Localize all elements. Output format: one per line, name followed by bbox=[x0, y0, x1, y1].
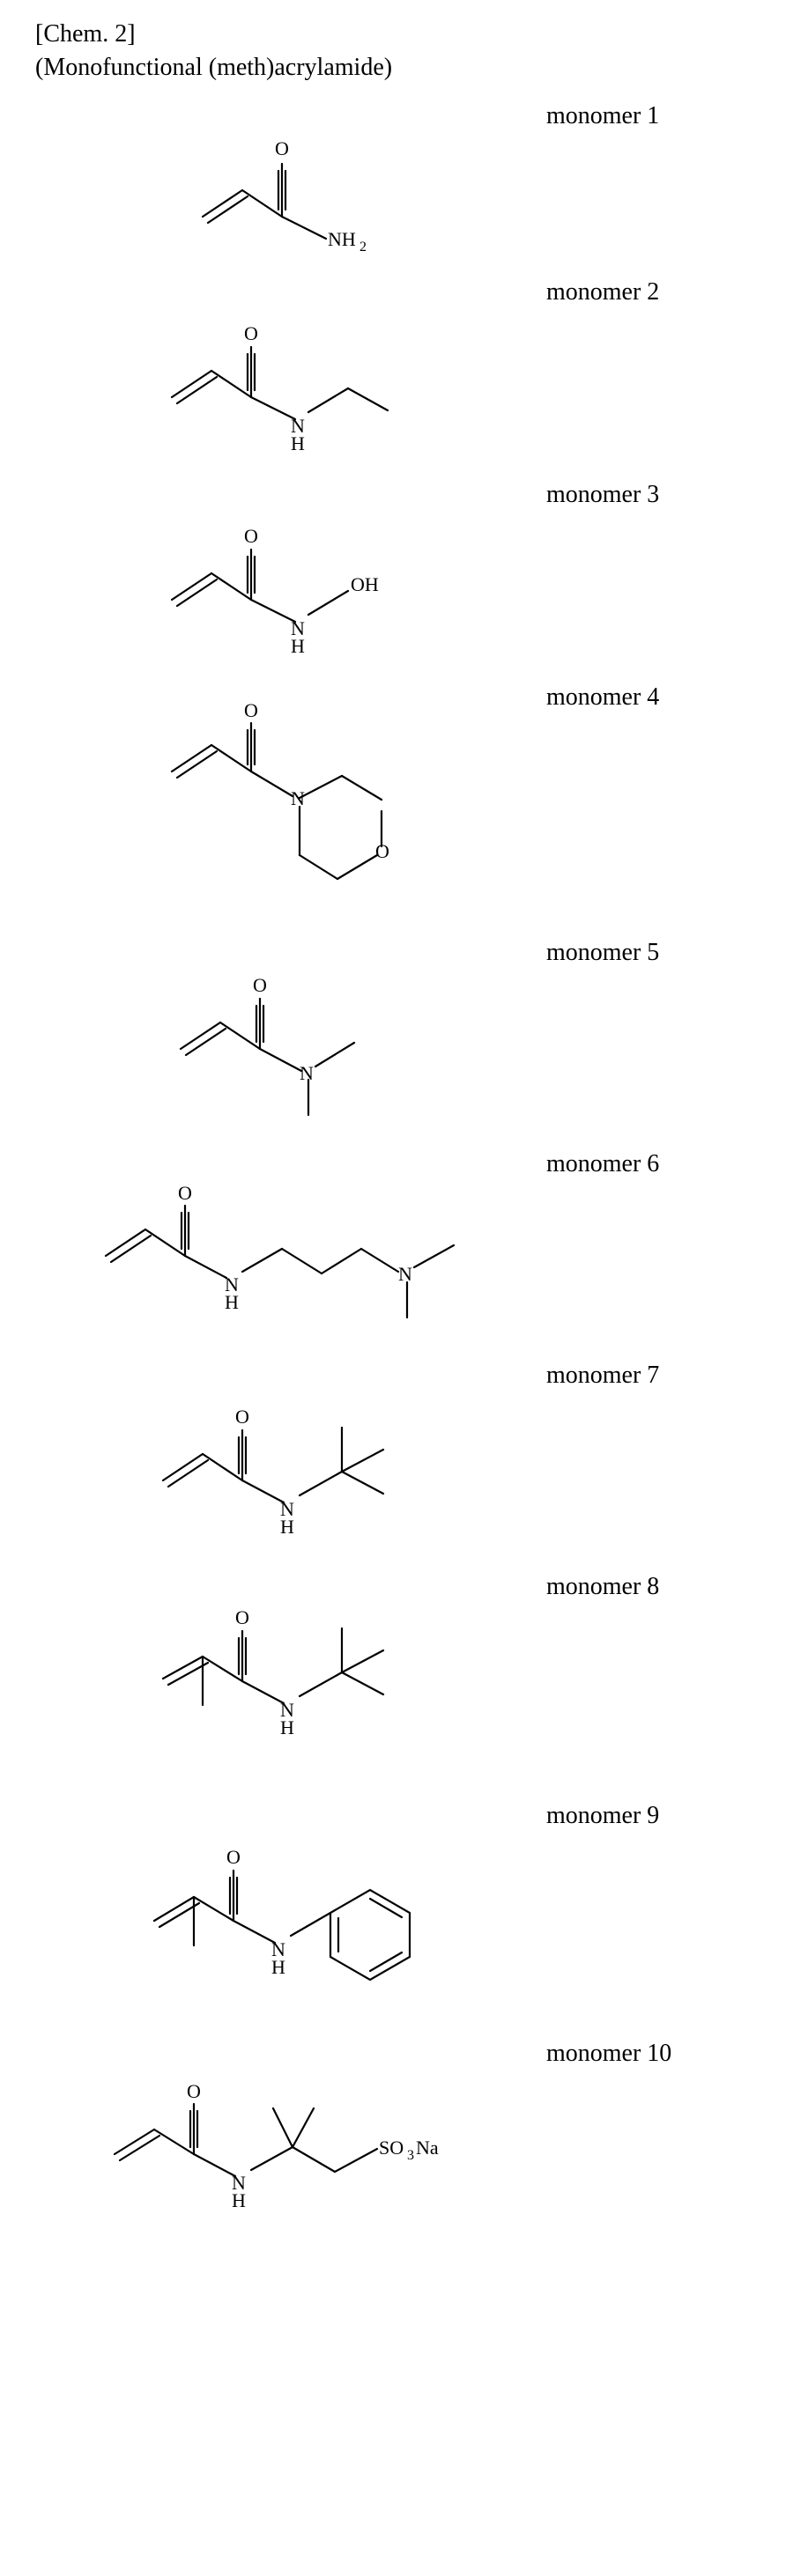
structure-5: O N bbox=[35, 939, 546, 1124]
monomer-label-1: monomer 1 bbox=[546, 102, 758, 130]
monomer-row-8: O N H monomer 8 bbox=[35, 1573, 758, 1775]
svg-text:OH: OH bbox=[351, 573, 379, 595]
structure-4: O N O bbox=[35, 683, 546, 912]
structure-8: O N H bbox=[35, 1573, 546, 1775]
monomer-label-6: monomer 6 bbox=[546, 1150, 758, 1178]
structure-6: O N H N bbox=[35, 1150, 546, 1335]
svg-text:2: 2 bbox=[359, 240, 367, 252]
svg-text:NH: NH bbox=[328, 228, 356, 250]
svg-text:O: O bbox=[235, 1606, 249, 1628]
svg-text:Na: Na bbox=[416, 2137, 439, 2159]
svg-text:H: H bbox=[280, 1516, 294, 1538]
svg-text:SO: SO bbox=[379, 2137, 404, 2159]
svg-text:3: 3 bbox=[407, 2148, 414, 2163]
chem-tag: [Chem. 2] bbox=[35, 18, 758, 51]
monomer-label-5: monomer 5 bbox=[546, 939, 758, 967]
svg-text:O: O bbox=[253, 974, 267, 996]
header: [Chem. 2] (Monofunctional (meth)acrylami… bbox=[35, 18, 758, 85]
structure-2: O N H bbox=[35, 278, 546, 454]
structure-7: O N H bbox=[35, 1362, 546, 1546]
svg-text:H: H bbox=[271, 1956, 285, 1978]
svg-text:H: H bbox=[291, 432, 305, 454]
svg-text:O: O bbox=[375, 840, 389, 862]
svg-text:O: O bbox=[244, 699, 258, 721]
page: [Chem. 2] (Monofunctional (meth)acrylami… bbox=[0, 0, 793, 2277]
group-name: (Monofunctional (meth)acrylamide) bbox=[35, 51, 758, 85]
svg-text:O: O bbox=[226, 1846, 241, 1868]
monomer-label-8: monomer 8 bbox=[546, 1573, 758, 1601]
monomer-row-7: O N H monomer 7 bbox=[35, 1362, 758, 1546]
structure-9: O N H bbox=[35, 1802, 546, 2013]
svg-text:N: N bbox=[300, 1062, 314, 1084]
svg-text:O: O bbox=[235, 1406, 249, 1428]
monomer-row-9: O N H monomer 9 bbox=[35, 1802, 758, 2013]
svg-text:O: O bbox=[275, 137, 289, 159]
monomer-row-1: O NH 2 monomer 1 bbox=[35, 102, 758, 252]
svg-text:N: N bbox=[398, 1263, 412, 1285]
structure-3: O N H OH bbox=[35, 481, 546, 657]
monomer-label-4: monomer 4 bbox=[546, 683, 758, 712]
monomer-label-2: monomer 2 bbox=[546, 278, 758, 306]
monomer-row-2: O N H monomer 2 bbox=[35, 278, 758, 454]
monomer-label-9: monomer 9 bbox=[546, 1802, 758, 1830]
svg-text:H: H bbox=[225, 1291, 239, 1313]
svg-text:O: O bbox=[187, 2080, 201, 2102]
svg-text:O: O bbox=[178, 1182, 192, 1204]
svg-text:O: O bbox=[244, 322, 258, 344]
structure-1: O NH 2 bbox=[35, 102, 546, 252]
monomer-row-10: O N H SO 3 Na monomer 10 bbox=[35, 2040, 758, 2216]
monomer-label-3: monomer 3 bbox=[546, 481, 758, 509]
svg-text:H: H bbox=[232, 2189, 246, 2211]
svg-text:N: N bbox=[291, 787, 305, 809]
svg-text:O: O bbox=[244, 525, 258, 547]
monomer-row-4: O N O monomer 4 bbox=[35, 683, 758, 912]
monomer-row-5: O N monomer 5 bbox=[35, 939, 758, 1124]
monomer-row-3: O N H OH monomer 3 bbox=[35, 481, 758, 657]
svg-text:H: H bbox=[291, 635, 305, 657]
structure-10: O N H SO 3 Na bbox=[35, 2040, 546, 2216]
monomer-row-6: O N H N monomer 6 bbox=[35, 1150, 758, 1335]
svg-text:H: H bbox=[280, 1716, 294, 1738]
monomer-label-7: monomer 7 bbox=[546, 1362, 758, 1390]
monomer-label-10: monomer 10 bbox=[546, 2040, 758, 2068]
